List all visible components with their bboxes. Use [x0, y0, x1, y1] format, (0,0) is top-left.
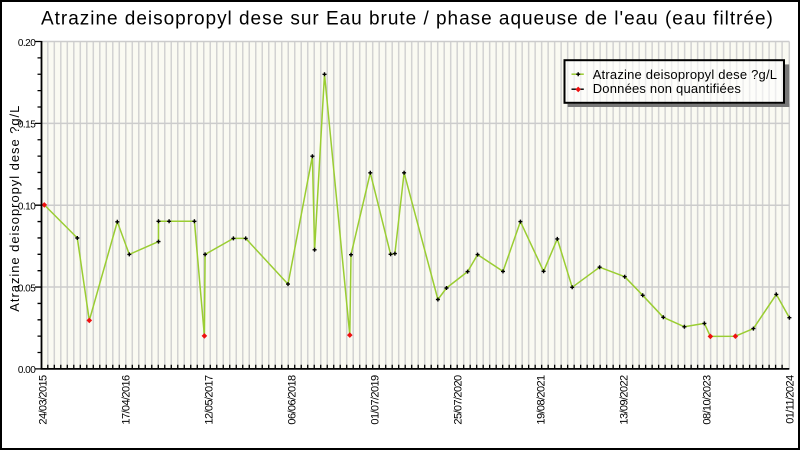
svg-text:24/03/2015: 24/03/2015: [37, 375, 49, 425]
svg-text:Atrazine deisopropyl dese ?g/L: Atrazine deisopropyl dese ?g/L: [7, 105, 22, 312]
svg-text:Données non quantifiées: Données non quantifiées: [593, 81, 742, 96]
svg-text:0.10: 0.10: [18, 202, 36, 213]
svg-text:Atrazine deisopropyl dese ?g/L: Atrazine deisopropyl dese ?g/L: [593, 67, 778, 82]
svg-text:01/11/2024: 01/11/2024: [785, 375, 797, 424]
svg-text:0.05: 0.05: [18, 283, 36, 294]
svg-text:19/08/2021: 19/08/2021: [536, 375, 548, 425]
svg-text:06/06/2018: 06/06/2018: [286, 375, 298, 425]
svg-text:17/04/2016: 17/04/2016: [120, 375, 132, 425]
svg-text:08/10/2023: 08/10/2023: [702, 375, 714, 425]
svg-text:01/07/2019: 01/07/2019: [370, 375, 382, 425]
svg-text:25/07/2020: 25/07/2020: [453, 375, 465, 425]
svg-text:Atrazine deisopropyl dese sur: Atrazine deisopropyl dese sur Eau brute …: [41, 9, 774, 30]
svg-text:12/05/2017: 12/05/2017: [203, 375, 215, 425]
svg-text:0.15: 0.15: [18, 120, 36, 131]
svg-text:13/09/2022: 13/09/2022: [619, 375, 631, 425]
svg-text:0.00: 0.00: [18, 365, 36, 376]
svg-text:0.20: 0.20: [18, 38, 36, 49]
